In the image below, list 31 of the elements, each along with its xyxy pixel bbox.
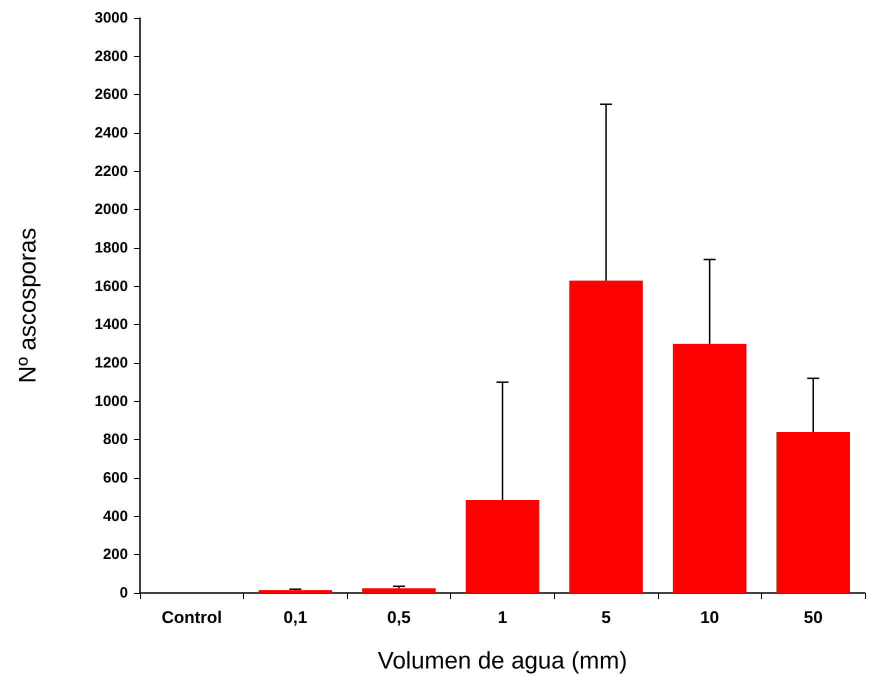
y-tick-label: 1600 <box>94 278 128 295</box>
y-tick-label: 1400 <box>94 316 128 334</box>
x-axis-title: Volumen de agua (mm) <box>378 648 628 674</box>
y-axis-title: Nº ascosporas <box>14 228 42 384</box>
x-tick-label: 1 <box>498 608 508 627</box>
y-tick-label: 2600 <box>94 86 128 104</box>
y-tick-label: 200 <box>102 546 128 564</box>
bar <box>362 588 436 593</box>
bar <box>672 344 746 593</box>
y-tick-label: 2200 <box>94 162 128 180</box>
y-tick-label: 1200 <box>94 354 128 372</box>
x-tick-label: 5 <box>601 608 611 627</box>
y-tick-label: 2400 <box>94 124 128 142</box>
y-tick-label: 800 <box>102 431 128 448</box>
bar <box>569 280 643 593</box>
bar <box>466 500 540 593</box>
x-tick-label: 50 <box>804 608 823 627</box>
y-tick-label: 1000 <box>94 392 128 410</box>
bar <box>258 590 332 593</box>
x-tick-label: 0,1 <box>284 608 308 627</box>
y-tick-label: 400 <box>102 508 128 525</box>
x-tick-label: 0,5 <box>387 608 411 627</box>
bar <box>776 432 850 593</box>
x-tick-label: Control <box>162 608 222 627</box>
x-tick-label: 10 <box>700 608 720 627</box>
y-tick-label: 600 <box>102 470 128 486</box>
y-tick-label: 1800 <box>94 240 128 256</box>
y-tick-label: 2800 <box>94 48 128 65</box>
y-tick-label: 3000 <box>94 10 128 26</box>
y-tick-label: 0 <box>120 584 128 602</box>
y-tick-label: 2000 <box>94 201 128 218</box>
